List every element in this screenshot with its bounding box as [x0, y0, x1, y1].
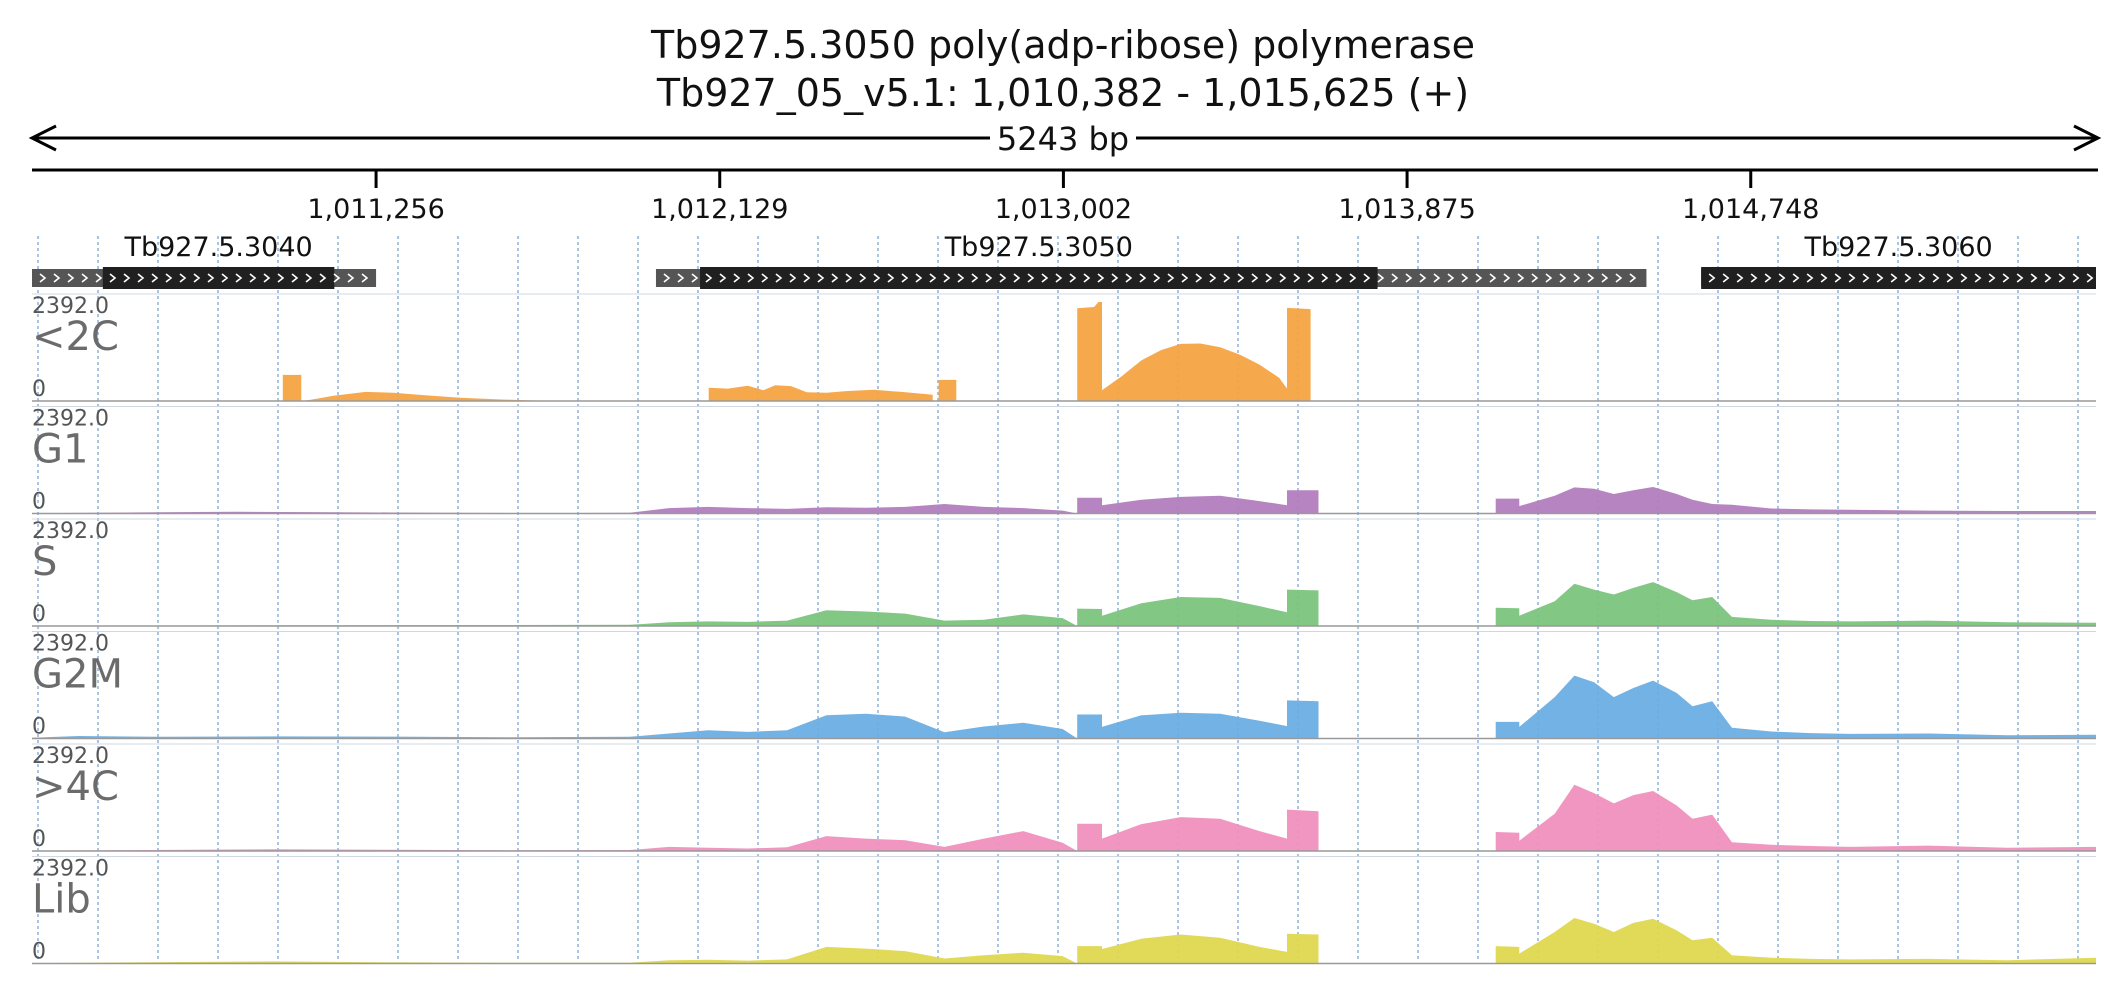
locus-title: Tb927_05_v5.1: 1,010,382 - 1,015,625 (+): [656, 71, 1469, 115]
axis-tick-label: 1,013,875: [1338, 194, 1475, 225]
track-min-label: 0: [32, 827, 46, 852]
track-name: Lib: [32, 877, 91, 923]
track-min-label: 0: [32, 377, 46, 402]
axis-tick-label: 1,012,129: [651, 194, 788, 225]
span-label: 5243 bp: [997, 120, 1129, 158]
track-name: G2M: [32, 652, 123, 698]
track-max-label: 2392.0: [32, 857, 109, 882]
track-min-label: 0: [32, 940, 46, 965]
track-name: S: [32, 539, 57, 585]
track-min-label: 0: [32, 490, 46, 515]
coverage-track: 2392.0<2C 0: [32, 293, 2096, 402]
gridlines: [37, 236, 2079, 962]
track-max-label: 2392.0: [32, 519, 109, 544]
cds-box: [102, 267, 335, 289]
track-min-label: 0: [32, 602, 46, 627]
coverage-area: [32, 918, 2096, 964]
coverage-area: [32, 675, 2096, 739]
axis-tick-label: 1,014,748: [1682, 194, 1819, 225]
span-arrow: 5243 bp: [28, 118, 2102, 158]
gene-model: Tb927.5.3040: [32, 232, 377, 289]
coverage-area: [32, 784, 2096, 851]
track-name: <2C: [32, 314, 119, 360]
gene-label: Tb927.5.3060: [1803, 232, 1992, 263]
strand-chevrons: [1708, 273, 2094, 283]
gene-title: Tb927.5.3050 poly(adp-ribose) polymerase: [650, 23, 1475, 67]
coverage-track: 2392.0>4C 0: [32, 743, 2096, 852]
gene-label: Tb927.5.3050: [944, 232, 1133, 263]
track-name: G1: [32, 427, 88, 473]
cds-box: [700, 267, 1378, 289]
coverage-track: 2392.0S 0: [32, 518, 2096, 627]
coverage-area: [32, 582, 2096, 626]
gene-model: Tb927.5.3060: [1701, 232, 2096, 289]
track-max-label: 2392.0: [32, 744, 109, 769]
gene-model: Tb927.5.3050: [655, 232, 1647, 289]
cds-box: [1701, 267, 2096, 289]
axis-tick-label: 1,011,256: [307, 194, 444, 225]
track-max-label: 2392.0: [32, 632, 109, 657]
track-min-label: 0: [32, 715, 46, 740]
coverage-area: [282, 302, 1311, 401]
coverage-track: 2392.0G1 0: [32, 406, 2096, 515]
track-max-label: 2392.0: [32, 407, 109, 432]
axis-ticks: 1,011,256 1,012,129 1,013,002 1,013,875 1,01…: [307, 170, 1819, 225]
strand-chevrons: [663, 273, 1637, 283]
track-max-label: 2392.0: [32, 294, 109, 319]
gene-track: Tb927.5.3040 Tb927.5.3050 Tb927.5.3060: [32, 232, 2096, 289]
strand-chevrons: [39, 273, 369, 283]
coverage-area: [32, 487, 2096, 514]
coverage-tracks: 2392.0<2C02392.0G102392.0S02392.0G2M0239…: [32, 293, 2096, 965]
axis-tick-label: 1,013,002: [995, 194, 1132, 225]
track-name: >4C: [32, 764, 119, 810]
gene-label: Tb927.5.3040: [123, 232, 312, 263]
